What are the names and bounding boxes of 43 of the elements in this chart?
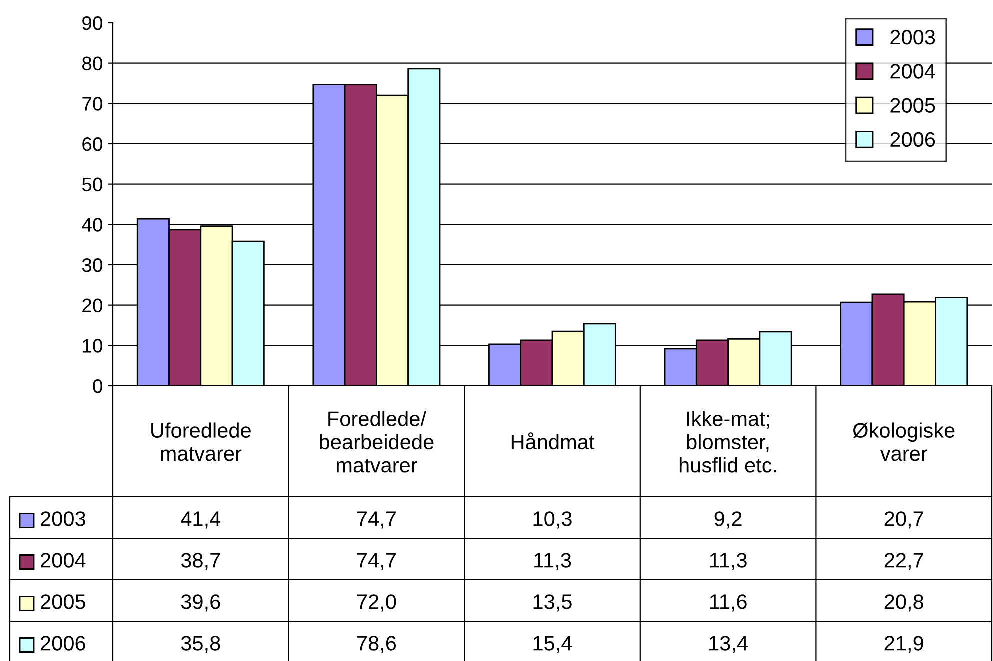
y-tick-label: 90 (82, 16, 103, 30)
data-label: 20,7 (884, 512, 924, 529)
y-tick-label: 50 (82, 178, 103, 192)
data-label: 11,3 (710, 553, 747, 570)
y-tick-label: 60 (82, 137, 103, 152)
data-label: 20,8 (884, 594, 924, 612)
y-tick-label: 0 (93, 379, 103, 394)
y-tick-label: 10 (83, 339, 103, 353)
y-tick-label: 30 (82, 258, 103, 272)
text: 2004 (41, 553, 86, 568)
data-label: 38,7 (181, 553, 220, 570)
data-label: 10,3 (534, 512, 572, 529)
data-label: 35,8 (181, 636, 220, 654)
data-label: 74,7 (357, 553, 396, 570)
y-tick-label: 70 (82, 97, 103, 111)
data-label: 11,3 (534, 553, 572, 570)
data-label: 41,4 (181, 512, 221, 529)
y-tick-label: 40 (82, 218, 103, 232)
x-tick-label: Håndmat (512, 432, 595, 450)
data-label: 13,4 (710, 636, 748, 654)
x-tick-label: Uforedlede matvarer (152, 422, 251, 462)
x-tick-label: Ikke-mat; blomster, husflid etc. (680, 411, 776, 473)
data-label: 74,7 (357, 512, 396, 529)
data-label: 11,6 (710, 594, 747, 612)
text: 2006 (41, 636, 86, 651)
data-label: 9,2 (714, 512, 742, 529)
y-tick-label: 20 (82, 298, 103, 313)
text: 2003 (41, 512, 86, 526)
data-label: 72,0 (357, 594, 396, 612)
data-label: 78,6 (357, 636, 396, 654)
legend-label: 2005 (890, 98, 936, 113)
legend-label: 2003 (890, 30, 936, 45)
data-label: 22,7 (884, 553, 924, 570)
data-label: 21,9 (884, 636, 924, 654)
text: 2005 (41, 594, 86, 610)
data-label: 15,4 (534, 636, 572, 654)
legend-label: 2004 (890, 64, 936, 79)
x-tick-label: Foredlede/ bearbeidede matvarer (320, 411, 434, 473)
data-label: 13,5 (534, 594, 572, 612)
legend-label: 2006 (890, 132, 936, 148)
y-tick-label: 80 (82, 56, 103, 71)
data-label: 39,6 (181, 594, 220, 612)
x-tick-label: Økologiske varer (853, 422, 955, 462)
